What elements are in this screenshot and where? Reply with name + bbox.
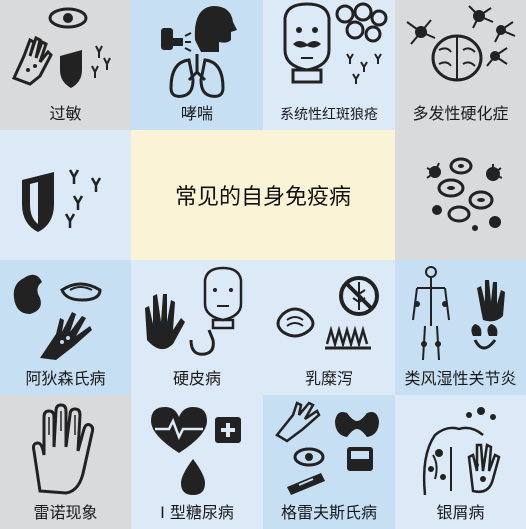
tile-psoriasis: 银屑病 bbox=[395, 395, 526, 529]
tile-label: I 型糖尿病 bbox=[160, 503, 234, 522]
tile-label: 过敏 bbox=[49, 104, 82, 123]
tile-label: 乳糜泻 bbox=[304, 369, 353, 388]
brain-neuron-icon bbox=[406, 5, 516, 82]
tile-type1-diabetes: I 型糖尿病 bbox=[131, 395, 263, 529]
body-hand-icon bbox=[422, 407, 501, 496]
tile-celiac: 乳糜泻 bbox=[263, 260, 395, 395]
tile-label: 哮喘 bbox=[180, 104, 213, 123]
kidney-hand-icon bbox=[13, 274, 102, 360]
thyroid-eye-icon bbox=[275, 401, 379, 495]
tile-label: 雷诺现象 bbox=[33, 503, 98, 522]
tile-lupus: 系统性红斑狼疮 bbox=[263, 0, 395, 130]
hand-face-icon bbox=[145, 266, 243, 356]
tile-label: 银屑病 bbox=[436, 503, 485, 522]
cells-icon bbox=[426, 157, 503, 231]
gluten-intestine-icon bbox=[276, 276, 379, 350]
skeleton-hand-icon bbox=[412, 266, 505, 361]
tile-allergy: 过敏 bbox=[0, 0, 131, 130]
allergy-icon bbox=[11, 7, 111, 88]
lupus-face-icon bbox=[283, 2, 388, 84]
tile-addison: 阿狄森氏病 bbox=[0, 260, 131, 395]
tile-raynaud: 雷诺现象 bbox=[0, 395, 131, 529]
page-title: 常见的自身免疫病 bbox=[174, 185, 351, 210]
tile-asthma: 哮喘 bbox=[131, 0, 263, 130]
tile-label: 系统性红斑狼疮 bbox=[280, 107, 378, 123]
tile-multiple-sclerosis: 多发性硬化症 bbox=[395, 0, 526, 130]
tile-shield bbox=[0, 130, 131, 260]
tile-label: 多发性硬化症 bbox=[412, 104, 509, 123]
shield-antibody-icon bbox=[22, 169, 102, 232]
tile-scleroderma: 硬皮病 bbox=[131, 260, 263, 395]
tile-label: 格雷夫斯氏病 bbox=[280, 503, 377, 522]
tile-rheumatoid-arthritis: 类风湿性关节炎 bbox=[395, 260, 526, 395]
tile-graves: 格雷夫斯氏病 bbox=[263, 395, 395, 529]
tile-cells bbox=[395, 130, 526, 260]
tile-label: 阿狄森氏病 bbox=[25, 369, 106, 388]
heart-drop-icon bbox=[151, 407, 241, 495]
tile-label: 类风湿性关节炎 bbox=[404, 369, 517, 388]
tile-label: 硬皮病 bbox=[172, 369, 221, 388]
hand-outline-icon bbox=[32, 403, 95, 495]
tile-center-title: 常见的自身免疫病 bbox=[131, 130, 395, 260]
asthma-icon bbox=[161, 6, 237, 98]
